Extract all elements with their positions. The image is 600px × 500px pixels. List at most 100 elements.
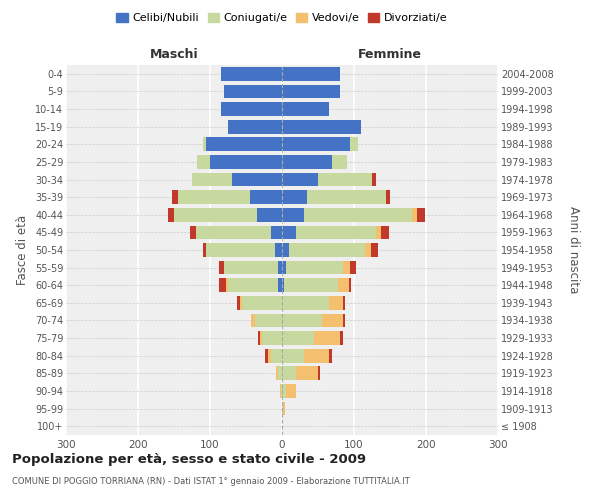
Bar xyxy=(197,155,210,169)
Bar xyxy=(190,226,196,239)
Bar xyxy=(221,67,282,80)
Bar xyxy=(254,314,282,328)
Bar xyxy=(282,296,329,310)
Bar xyxy=(282,172,318,186)
Bar xyxy=(203,138,206,151)
Bar xyxy=(226,278,228,292)
Bar xyxy=(282,138,350,151)
Legend: Celibi/Nubili, Coniugati/e, Vedovi/e, Divorziati/e: Celibi/Nubili, Coniugati/e, Vedovi/e, Di… xyxy=(112,8,452,28)
Bar xyxy=(307,190,386,204)
Bar xyxy=(282,155,332,169)
Bar xyxy=(218,278,226,292)
Bar xyxy=(386,190,390,204)
Bar xyxy=(228,120,282,134)
Bar xyxy=(282,349,304,362)
Bar xyxy=(343,296,346,310)
Bar xyxy=(278,366,282,380)
Bar xyxy=(350,138,358,151)
Text: COMUNE DI POGGIO TORRIANA (RN) - Dati ISTAT 1° gennaio 2009 - Elaborazione TUTTI: COMUNE DI POGGIO TORRIANA (RN) - Dati IS… xyxy=(12,478,410,486)
Bar xyxy=(250,190,282,204)
Bar xyxy=(332,155,347,169)
Bar xyxy=(280,384,281,398)
Bar xyxy=(206,243,275,257)
Bar xyxy=(240,296,242,310)
Bar xyxy=(178,190,250,204)
Bar xyxy=(192,172,232,186)
Bar xyxy=(218,260,224,274)
Bar xyxy=(412,208,418,222)
Bar xyxy=(338,278,349,292)
Bar xyxy=(210,155,282,169)
Bar xyxy=(282,67,340,80)
Bar xyxy=(282,402,283,415)
Bar xyxy=(286,260,343,274)
Bar xyxy=(172,190,178,204)
Bar xyxy=(282,366,296,380)
Text: Femmine: Femmine xyxy=(358,48,422,62)
Bar xyxy=(282,331,314,345)
Bar xyxy=(296,226,376,239)
Y-axis label: Fasce di età: Fasce di età xyxy=(16,215,29,285)
Bar xyxy=(257,331,260,345)
Bar xyxy=(168,208,174,222)
Bar xyxy=(282,190,307,204)
Bar xyxy=(286,384,296,398)
Bar xyxy=(282,208,304,222)
Bar xyxy=(329,349,332,362)
Bar xyxy=(314,331,340,345)
Bar xyxy=(242,296,282,310)
Bar xyxy=(251,314,254,328)
Bar xyxy=(304,208,412,222)
Bar xyxy=(281,384,282,398)
Bar xyxy=(224,260,278,274)
Bar xyxy=(322,314,343,328)
Bar xyxy=(382,226,389,239)
Bar xyxy=(262,331,282,345)
Bar xyxy=(371,243,378,257)
Bar xyxy=(268,349,271,362)
Bar xyxy=(284,278,338,292)
Y-axis label: Anni di nascita: Anni di nascita xyxy=(568,206,580,294)
Bar xyxy=(265,349,268,362)
Bar xyxy=(340,331,343,345)
Bar xyxy=(221,102,282,116)
Bar xyxy=(283,402,285,415)
Bar xyxy=(224,84,282,98)
Bar xyxy=(276,366,278,380)
Bar xyxy=(329,296,343,310)
Bar xyxy=(236,296,240,310)
Bar xyxy=(350,260,356,274)
Bar xyxy=(343,314,346,328)
Bar xyxy=(282,260,286,274)
Bar xyxy=(376,226,382,239)
Bar xyxy=(174,208,257,222)
Bar xyxy=(372,172,376,186)
Bar xyxy=(203,243,206,257)
Bar xyxy=(196,226,271,239)
Bar xyxy=(282,384,286,398)
Bar xyxy=(365,243,371,257)
Bar xyxy=(349,278,351,292)
Text: Popolazione per età, sesso e stato civile - 2009: Popolazione per età, sesso e stato civil… xyxy=(12,452,366,466)
Bar xyxy=(282,102,329,116)
Bar xyxy=(418,208,425,222)
Bar xyxy=(206,138,282,151)
Bar xyxy=(257,208,282,222)
Bar xyxy=(289,243,365,257)
Text: Maschi: Maschi xyxy=(149,48,199,62)
Bar xyxy=(282,226,296,239)
Bar xyxy=(275,243,282,257)
Bar xyxy=(278,278,282,292)
Bar xyxy=(282,243,289,257)
Bar xyxy=(260,331,262,345)
Bar xyxy=(271,349,282,362)
Bar xyxy=(282,278,284,292)
Bar xyxy=(232,172,282,186)
Bar xyxy=(228,278,278,292)
Bar xyxy=(282,84,340,98)
Bar xyxy=(296,366,318,380)
Bar xyxy=(271,226,282,239)
Bar xyxy=(282,314,322,328)
Bar xyxy=(282,120,361,134)
Bar xyxy=(343,260,350,274)
